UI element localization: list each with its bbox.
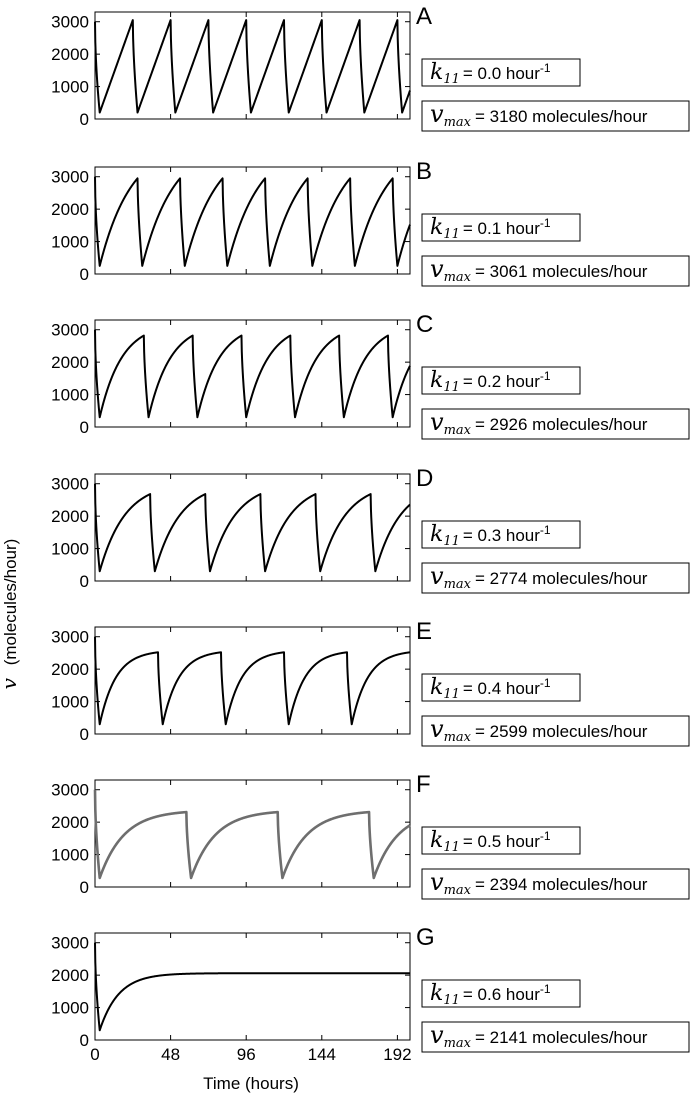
plot-frame [94, 11, 411, 120]
x-tick-label: 192 [383, 1045, 411, 1064]
panel-letter: E [416, 618, 432, 645]
y-tick-label: 0 [80, 878, 89, 897]
x-tick-label: 144 [308, 1045, 336, 1064]
y-tick-label: 1000 [51, 999, 89, 1018]
vmax-box [421, 255, 690, 287]
k11-label: k11 = 0.4 hour-1 [430, 675, 551, 702]
plot-frame [94, 779, 411, 888]
y-axis-label-symbol: v [0, 677, 21, 689]
y-tick-label: 2000 [51, 200, 89, 219]
k11-label: k11 = 0.6 hour-1 [430, 981, 551, 1008]
k11-box [421, 673, 581, 702]
y-tick-label: 1000 [51, 386, 89, 405]
series-line [94, 19, 411, 114]
k11-box [421, 366, 581, 395]
vmax-box [421, 408, 690, 440]
vmax-box [421, 868, 690, 900]
x-tick-label: 48 [161, 1045, 180, 1064]
vmax-label: vmax = 2774 molecules/hour [430, 562, 648, 592]
y-tick-label: 1000 [51, 846, 89, 865]
y-tick-label: 0 [80, 572, 89, 591]
vmax-box [421, 1021, 690, 1053]
y-tick-label: 3000 [51, 321, 89, 340]
plot-frame [94, 932, 411, 1041]
y-tick-label: 2000 [51, 353, 89, 372]
k11-label: k11 = 0.1 hour-1 [430, 215, 551, 242]
plot-frame [94, 166, 411, 275]
k11-box [421, 979, 581, 1008]
y-tick-label: 2000 [51, 813, 89, 832]
k11-box [421, 520, 581, 549]
plot-frame [94, 319, 411, 428]
x-tick-label: 96 [237, 1045, 256, 1064]
x-axis-label: Time (hours) [203, 1074, 299, 1093]
vmax-label: vmax = 2394 molecules/hour [430, 868, 648, 898]
y-tick-label: 3000 [51, 934, 89, 953]
k11-label: k11 = 0.2 hour-1 [430, 368, 551, 395]
plot-frame [94, 473, 411, 582]
vmax-label: vmax = 2141 molecules/hour [430, 1021, 648, 1051]
vmax-label: vmax = 3061 molecules/hour [430, 255, 648, 285]
panel-letter: F [416, 771, 431, 798]
y-tick-label: 0 [80, 1031, 89, 1050]
y-tick-label: 3000 [51, 168, 89, 187]
series-line [94, 483, 411, 573]
y-tick-label: 2000 [51, 966, 89, 985]
vmax-label: vmax = 3180 molecules/hour [430, 100, 648, 130]
k11-label: k11 = 0.5 hour-1 [430, 828, 551, 855]
y-tick-label: 3000 [51, 781, 89, 800]
y-tick-label: 0 [80, 110, 89, 129]
vmax-label: vmax = 2926 molecules/hour [430, 408, 648, 438]
y-tick-label: 0 [80, 725, 89, 744]
y-tick-label: 0 [80, 418, 89, 437]
series-line [93, 789, 411, 880]
series-line [94, 636, 411, 726]
svg-text:v (molecules/hour): v (molecules/hour) [0, 539, 21, 690]
y-tick-label: 3000 [51, 628, 89, 647]
panel-letter: G [416, 924, 435, 951]
k11-box [421, 58, 581, 87]
x-tick-label: 0 [90, 1045, 99, 1064]
y-tick-label: 1000 [51, 693, 89, 712]
series-line [94, 942, 411, 1032]
y-tick-label: 1000 [51, 540, 89, 559]
y-axis-label-unit: (molecules/hour) [1, 539, 20, 666]
series-line [94, 329, 411, 419]
y-tick-label: 2000 [51, 507, 89, 526]
y-tick-label: 1000 [51, 233, 89, 252]
plot-frame [94, 626, 411, 735]
y-tick-label: 2000 [51, 660, 89, 679]
panel-letter: C [416, 311, 433, 338]
vmax-box [421, 100, 690, 132]
vmax-box [421, 715, 690, 747]
series-line [94, 176, 411, 267]
k11-box [421, 826, 581, 855]
y-axis-label: v (molecules/hour) [0, 539, 21, 690]
k11-label: k11 = 0.0 hour-1 [430, 60, 551, 87]
y-tick-label: 3000 [51, 475, 89, 494]
vmax-label: vmax = 2599 molecules/hour [430, 715, 648, 745]
panel-letter: D [416, 465, 433, 492]
panel-letter: B [416, 158, 432, 185]
k11-box [421, 213, 581, 242]
panel-letter: A [416, 3, 432, 30]
y-tick-label: 2000 [51, 45, 89, 64]
y-tick-label: 3000 [51, 13, 89, 32]
y-tick-label: 1000 [51, 78, 89, 97]
k11-label: k11 = 0.3 hour-1 [430, 522, 551, 549]
y-tick-label: 0 [80, 265, 89, 284]
vmax-box [421, 562, 690, 594]
